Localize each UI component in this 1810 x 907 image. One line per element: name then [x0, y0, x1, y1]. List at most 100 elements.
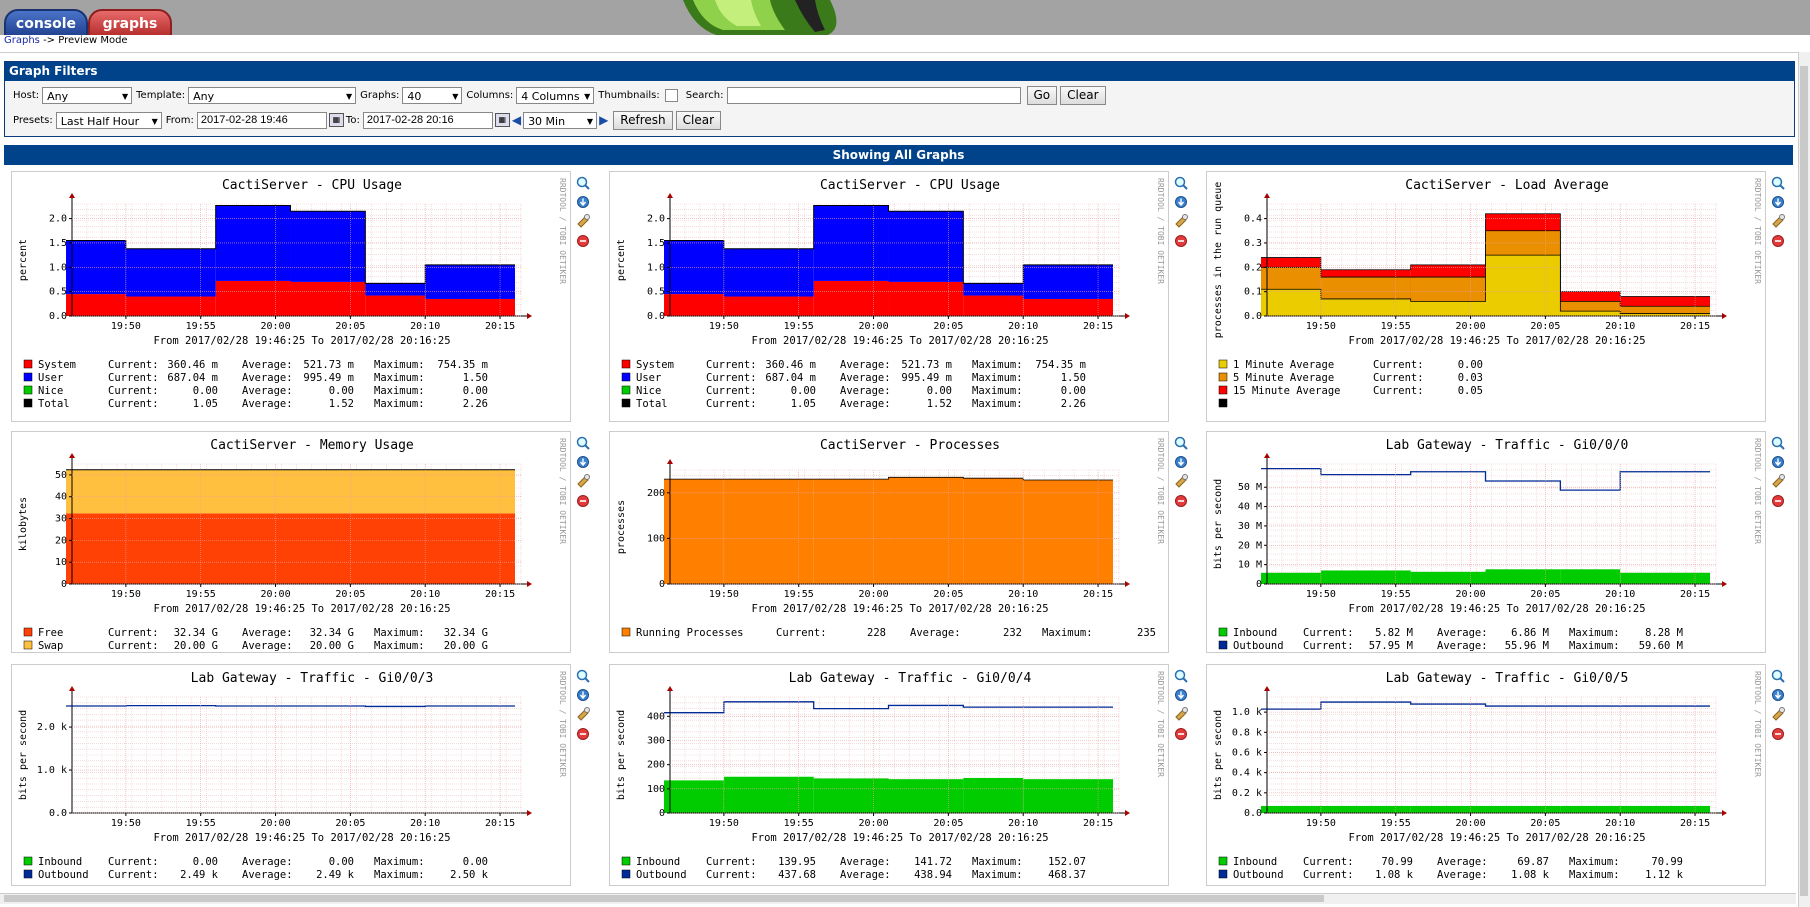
- series-inbound-area: [1485, 569, 1561, 584]
- export-icon[interactable]: [1772, 456, 1784, 468]
- x-tick-label: 20:15: [1083, 818, 1113, 829]
- export-icon[interactable]: [577, 196, 589, 208]
- graph-image[interactable]: Lab Gateway - Traffic - Gi0/0/0 RRDTOOL /…: [1207, 432, 1765, 652]
- remove-icon[interactable]: [1772, 728, 1784, 740]
- export-icon[interactable]: [577, 456, 589, 468]
- graph-panel[interactable]: Lab Gateway - Traffic - Gi0/0/0 RRDTOOL /…: [1206, 431, 1766, 653]
- export-icon[interactable]: [1175, 196, 1187, 208]
- vertical-scrollbar[interactable]: [1798, 52, 1810, 907]
- remove-icon[interactable]: [577, 235, 589, 247]
- zoom-icon[interactable]: [576, 176, 590, 190]
- series-swap-area: [66, 469, 516, 514]
- graph-title: Lab Gateway - Traffic - Gi0/0/0: [1386, 438, 1629, 453]
- vertical-scrollbar-thumb[interactable]: [1800, 66, 1808, 896]
- shift-right-icon[interactable]: ▶: [599, 113, 609, 127]
- zoom-icon[interactable]: [1771, 176, 1785, 190]
- remove-icon[interactable]: [1175, 495, 1187, 507]
- remove-icon[interactable]: [1175, 728, 1187, 740]
- export-icon[interactable]: [577, 689, 589, 701]
- zoom-icon[interactable]: [1771, 436, 1785, 450]
- time-range-label: From 2017/02/28 19:46:25 To 2017/02/28 2…: [153, 335, 450, 347]
- graph-image[interactable]: CactiServer - Processes RRDTOOL / TOBI OE…: [610, 432, 1168, 652]
- to-calendar-icon[interactable]: ▦: [494, 113, 510, 127]
- legend-average-label: Average:: [242, 372, 293, 384]
- graph-panel[interactable]: CactiServer - CPU Usage RRDTOOL / TOBI OE…: [609, 171, 1169, 422]
- remove-icon[interactable]: [577, 728, 589, 740]
- graphs-select[interactable]: 40 ▼: [402, 86, 463, 104]
- zoom-icon[interactable]: [1771, 669, 1785, 683]
- from-calendar-icon[interactable]: ▦: [328, 113, 344, 127]
- graph-image[interactable]: CactiServer - Load Average RRDTOOL / TOBI…: [1207, 172, 1765, 421]
- edit-icon[interactable]: [1772, 707, 1785, 721]
- edit-icon[interactable]: [577, 707, 590, 721]
- zoom-icon[interactable]: [576, 436, 590, 450]
- host-select[interactable]: Any ▼: [42, 86, 133, 104]
- edit-icon[interactable]: [1175, 474, 1188, 488]
- export-icon[interactable]: [1175, 689, 1187, 701]
- y-tick-label: 400: [647, 711, 665, 722]
- graph-image[interactable]: Lab Gateway - Traffic - Gi0/0/3 RRDTOOL /…: [12, 665, 570, 885]
- export-icon[interactable]: [1772, 196, 1784, 208]
- graph-panel[interactable]: Lab Gateway - Traffic - Gi0/0/3 RRDTOOL /…: [11, 664, 571, 886]
- presets-select[interactable]: Last Half Hour ▼: [55, 111, 162, 129]
- thumbnails-checkbox[interactable]: [664, 88, 678, 102]
- graph-panel[interactable]: CactiServer - Memory Usage RRDTOOL / TOBI…: [11, 431, 571, 653]
- columns-select[interactable]: 4 Columns ▼: [516, 86, 595, 104]
- zoom-icon[interactable]: [1174, 669, 1188, 683]
- graph-panel[interactable]: Lab Gateway - Traffic - Gi0/0/4 RRDTOOL /…: [609, 664, 1169, 886]
- graph-image[interactable]: CactiServer - CPU Usage RRDTOOL / TOBI OE…: [12, 172, 570, 421]
- export-icon-arrow: [1774, 198, 1782, 207]
- edit-icon[interactable]: [1175, 707, 1188, 721]
- refresh-button[interactable]: Refresh: [613, 110, 673, 130]
- graph-image[interactable]: Lab Gateway - Traffic - Gi0/0/5 RRDTOOL /…: [1207, 665, 1765, 885]
- shift-left-icon[interactable]: ◀: [511, 113, 522, 127]
- template-select[interactable]: Any ▼: [188, 86, 357, 104]
- x-tick-label: 20:05: [933, 818, 963, 829]
- rrdtool-watermark: RRDTOOL / TOBI OETIKER: [558, 178, 567, 284]
- graph-panel[interactable]: CactiServer - CPU Usage RRDTOOL / TOBI OE…: [11, 171, 571, 422]
- remove-icon[interactable]: [1772, 235, 1784, 247]
- horizontal-scrollbar-thumb[interactable]: [4, 895, 1324, 902]
- series-5-minute-average-area: [1620, 306, 1711, 316]
- export-icon[interactable]: [1175, 456, 1187, 468]
- remove-icon[interactable]: [1772, 495, 1784, 507]
- horizontal-scrollbar[interactable]: [0, 893, 1796, 904]
- graph-image[interactable]: CactiServer - CPU Usage RRDTOOL / TOBI OE…: [610, 172, 1168, 421]
- breadcrumb-graphs-link[interactable]: Graphs: [4, 35, 40, 46]
- clear-time-button[interactable]: Clear: [675, 110, 722, 130]
- zoom-icon[interactable]: [1174, 436, 1188, 450]
- remove-icon[interactable]: [577, 495, 589, 507]
- edit-icon[interactable]: [577, 474, 590, 488]
- search-input[interactable]: [726, 86, 1021, 104]
- y-axis-arrow-icon: [667, 686, 673, 691]
- graph-panel[interactable]: CactiServer - Load Average RRDTOOL / TOBI…: [1206, 171, 1766, 422]
- legend-maximum-label: Maximum:: [374, 385, 425, 397]
- graph-image[interactable]: Lab Gateway - Traffic - Gi0/0/4 RRDTOOL /…: [610, 665, 1168, 885]
- edit-icon[interactable]: [1772, 214, 1785, 228]
- edit-icon[interactable]: [1175, 214, 1188, 228]
- edit-icon-head: [1182, 474, 1188, 480]
- series-system-area: [1023, 298, 1114, 316]
- clear-button[interactable]: Clear: [1060, 85, 1106, 105]
- remove-icon[interactable]: [1175, 235, 1187, 247]
- go-button[interactable]: Go: [1026, 85, 1058, 105]
- edit-icon[interactable]: [577, 214, 590, 228]
- graph-panel[interactable]: Lab Gateway - Traffic - Gi0/0/5 RRDTOOL /…: [1206, 664, 1766, 886]
- timespan-select[interactable]: 30 Min ▼: [523, 111, 598, 129]
- x-tick-label: 20:10: [1605, 818, 1635, 829]
- graph-panel[interactable]: CactiServer - Processes RRDTOOL / TOBI OE…: [609, 431, 1169, 653]
- graphs-select-value: 40: [407, 89, 422, 103]
- edit-icon[interactable]: [1772, 474, 1785, 488]
- graph-image[interactable]: CactiServer - Memory Usage RRDTOOL / TOBI…: [12, 432, 570, 652]
- series-inbound-area: [813, 778, 889, 813]
- to-date-input[interactable]: [362, 111, 493, 129]
- from-date-input[interactable]: [196, 111, 327, 129]
- tab-console[interactable]: console: [4, 9, 88, 39]
- y-tick-label: 200: [647, 488, 665, 499]
- series-user-area: [888, 211, 964, 282]
- zoom-icon[interactable]: [576, 669, 590, 683]
- legend-maximum-value: 1.12 k: [1645, 869, 1684, 881]
- export-icon[interactable]: [1772, 689, 1784, 701]
- zoom-icon[interactable]: [1174, 176, 1188, 190]
- legend-average-label: Average:: [840, 359, 891, 371]
